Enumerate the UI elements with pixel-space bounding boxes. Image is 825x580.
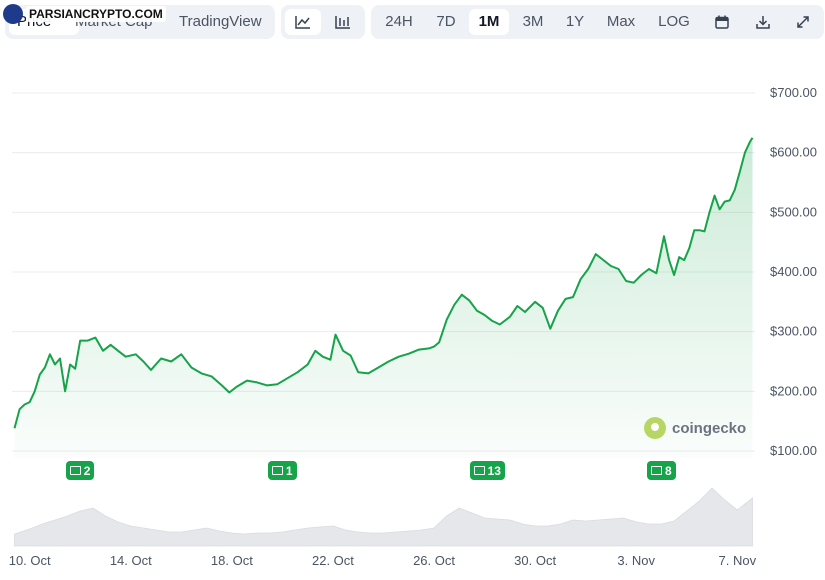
news-icon (69, 466, 81, 475)
date-range-button[interactable] (704, 9, 740, 35)
event-badge-count: 13 (487, 463, 501, 478)
line-chart-button[interactable] (285, 9, 321, 35)
candlestick-chart-icon (335, 16, 350, 29)
range-7d-button[interactable]: 7D (436, 13, 456, 30)
watermark-logo-icon (3, 4, 23, 24)
watermark: PARSIANCRYPTO.COM (3, 3, 166, 25)
tab-tradingview[interactable]: TradingView (179, 13, 262, 30)
fullscreen-button[interactable] (785, 9, 821, 35)
coingecko-brand-text: coingecko (672, 419, 747, 437)
candlestick-chart-button[interactable] (325, 9, 361, 35)
x-tick-label: 18. Oct (211, 553, 253, 568)
calendar-icon (715, 15, 729, 29)
x-tick-label: 3. Nov (617, 553, 655, 568)
range-selector: 24H 7D 1M 3M 1Y Max LOG (371, 5, 824, 39)
x-tick-label: 26. Oct (413, 553, 455, 568)
range-24h-button[interactable]: 24H (385, 13, 413, 30)
coingecko-brand: coingecko (644, 417, 746, 439)
event-badge[interactable]: 13 (469, 461, 505, 480)
coingecko-logo-icon (644, 417, 666, 439)
x-tick-label: 10. Oct (9, 553, 51, 568)
volume-area (14, 487, 753, 547)
news-icon (473, 466, 485, 475)
event-badge[interactable]: 1 (267, 461, 297, 480)
y-tick-label: $100.00 (770, 443, 817, 458)
watermark-text: PARSIANCRYPTO.COM (26, 6, 166, 22)
range-max-button[interactable]: Max (606, 13, 636, 30)
x-tick-label: 30. Oct (514, 553, 556, 568)
line-chart-icon (295, 16, 310, 29)
range-1m-button[interactable]: 1M (469, 9, 509, 35)
price-line (13, 137, 754, 429)
x-tick-label: 14. Oct (110, 553, 152, 568)
expand-icon (797, 16, 809, 28)
download-icon (756, 16, 770, 29)
x-tick-label: 22. Oct (312, 553, 354, 568)
y-tick-label: $700.00 (770, 85, 817, 100)
y-tick-label: $300.00 (770, 324, 817, 339)
news-icon (271, 466, 283, 475)
event-badge-count: 1 (285, 463, 293, 478)
log-scale-button[interactable]: LOG (658, 13, 690, 30)
y-tick-label: $500.00 (770, 204, 817, 219)
x-tick-label: 7. Nov (719, 553, 757, 568)
price-area (14, 137, 753, 459)
x-axis: 10. Oct 14. Oct 18. Oct 22. Oct 26. Oct 30. O… (9, 553, 757, 568)
event-badge[interactable]: 8 (646, 461, 676, 480)
volume-layer (14, 487, 753, 547)
event-badge-count: 8 (664, 463, 672, 478)
chart-type-toggle (281, 5, 365, 39)
news-icon (650, 466, 662, 475)
event-badge[interactable]: 2 (65, 461, 95, 480)
y-tick-label: $200.00 (770, 383, 817, 398)
y-tick-label: $400.00 (770, 264, 817, 279)
range-1y-button[interactable]: 1Y (565, 13, 585, 30)
download-button[interactable] (745, 9, 781, 35)
y-axis: $100.00 $200.00 $300.00 $400.00 $500.00 $600.… (770, 85, 817, 458)
y-tick-label: $600.00 (770, 145, 817, 160)
range-3m-button[interactable]: 3M (522, 13, 544, 30)
event-badge-count: 2 (83, 463, 91, 478)
series-layer (13, 137, 754, 459)
